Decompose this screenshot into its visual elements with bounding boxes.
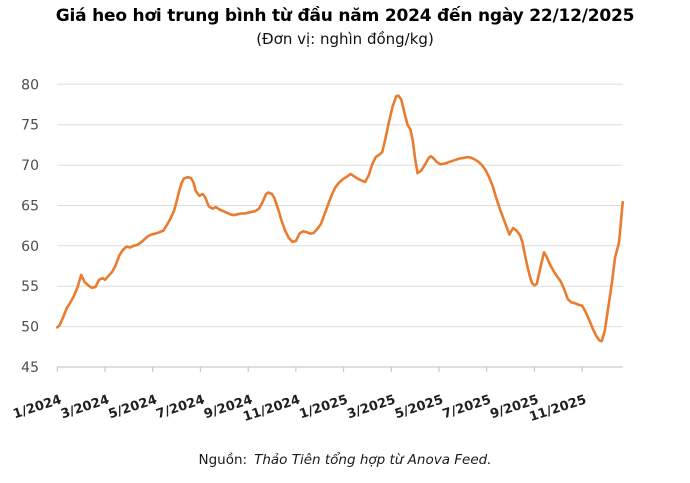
- x-tick-label: 1/2024: [11, 393, 63, 423]
- x-tick-label: 3/2024: [59, 393, 111, 423]
- y-tick-label: 50: [21, 320, 39, 336]
- x-tick-label: 5/2024: [107, 393, 159, 423]
- y-tick-label: 70: [21, 158, 39, 174]
- y-axis-labels: 45 50 55 60 65 70 75 80: [21, 77, 39, 376]
- x-tick-label: 7/2024: [154, 393, 206, 423]
- price-line-series: [55, 94, 625, 343]
- y-gridlines: [57, 83, 623, 328]
- y-tick-label: 55: [21, 279, 39, 295]
- y-tick-label: 75: [21, 118, 39, 134]
- y-tick-label: 65: [21, 199, 39, 215]
- x-tick-label: 7/2025: [441, 393, 493, 423]
- y-tick-label: 45: [21, 360, 39, 376]
- x-axis-ticks: [56, 367, 583, 372]
- x-tick-label: 5/2025: [393, 393, 445, 423]
- chart-title: Giá heo hơi trung bình từ đầu năm 2024 đ…: [55, 6, 635, 26]
- y-tick-label: 80: [21, 77, 39, 93]
- x-axis-labels: 1/20243/20245/20247/20249/202411/20241/2…: [11, 393, 588, 426]
- x-tick-label: 3/2025: [345, 393, 397, 423]
- x-tick-label: 1/2025: [298, 393, 350, 423]
- source-line: Nguồn: Thảo Tiên tổng hợp từ Anova Feed.: [0, 452, 690, 468]
- source-text: Thảo Tiên tổng hợp từ Anova Feed.: [254, 452, 492, 468]
- chart-subtitle: (Đơn vị: nghìn đồng/kg): [256, 30, 434, 48]
- source-label: Nguồn:: [198, 452, 248, 468]
- y-tick-label: 60: [21, 239, 39, 255]
